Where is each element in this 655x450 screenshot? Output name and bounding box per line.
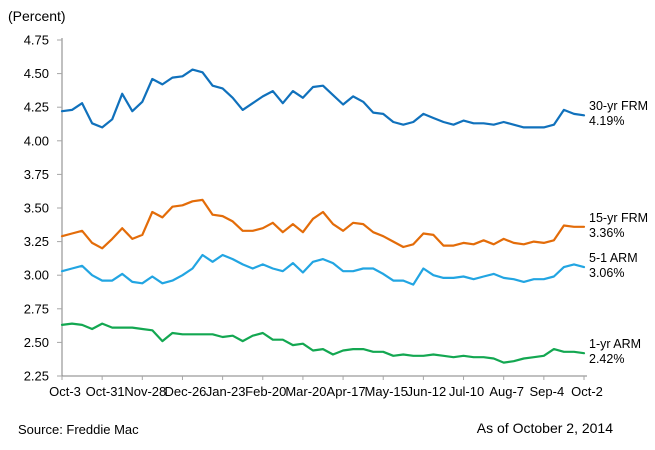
y-tick-label: 4.50: [24, 66, 49, 81]
y-tick-label: 2.75: [24, 301, 49, 316]
x-tick-label: Feb-20: [245, 384, 286, 399]
x-tick-label: Mar-20: [285, 384, 326, 399]
series-end-label-1-yr-arm: 1-yr ARM 2.42%: [589, 337, 641, 367]
y-tick-label: 4.75: [24, 33, 49, 48]
x-tick-label: Oct-31: [86, 384, 125, 399]
x-tick-label: Dec-26: [165, 384, 207, 399]
as-of-date-note: As of October 2, 2014: [476, 420, 613, 436]
series-latest-value: 2.42%: [589, 352, 625, 367]
y-tick-label: 3.50: [24, 201, 49, 216]
series-name: 30-yr FRM: [589, 99, 649, 114]
x-tick-label: Sep-4: [529, 384, 564, 399]
series-line-5-1-arm: [60, 253, 586, 286]
y-axis-units-title: (Percent): [8, 8, 66, 24]
series-latest-value: 4.19%: [589, 114, 625, 129]
x-tick-label: Jul-10: [449, 384, 484, 399]
y-tick-label: 3.75: [24, 167, 49, 182]
x-tick-label: May-15: [365, 384, 408, 399]
y-tick-label: 2.25: [24, 369, 49, 384]
x-tick-label: Aug-7: [489, 384, 524, 399]
source-note: Source: Freddie Mac: [18, 422, 139, 437]
x-tick-label: Oct-2: [571, 384, 603, 399]
series-latest-value: 3.06%: [589, 266, 625, 281]
y-tick-label: 4.25: [24, 100, 49, 115]
y-tick-label: 2.50: [24, 335, 49, 350]
series-name: 15-yr FRM: [589, 210, 649, 225]
x-tick-label: Jun-12: [407, 384, 447, 399]
series-name: 5-1 ARM: [589, 251, 638, 266]
series-line-15-yr-frm: [60, 198, 586, 250]
series-line-1-yr-arm: [60, 322, 586, 364]
series-end-label-30-yr-frm: 30-yr FRM 4.19%: [589, 99, 648, 129]
series-latest-value: 3.36%: [589, 225, 625, 240]
series-end-label-5-1-arm: 5-1 ARM 3.06%: [589, 251, 638, 281]
y-tick-label: 4.00: [24, 133, 49, 148]
series-name: 1-yr ARM: [589, 337, 642, 352]
y-tick-label: 3.25: [24, 234, 49, 249]
x-tick-label: Apr-17: [327, 384, 366, 399]
y-tick-label: 3.00: [24, 268, 49, 283]
series-line-30-yr-frm: [60, 68, 586, 129]
series-end-label-15-yr-frm: 15-yr FRM 3.36%: [589, 211, 648, 241]
x-tick-label: Nov-28: [124, 384, 166, 399]
x-tick-label: Jan-23: [206, 384, 246, 399]
x-tick-label: Oct-3: [49, 384, 81, 399]
